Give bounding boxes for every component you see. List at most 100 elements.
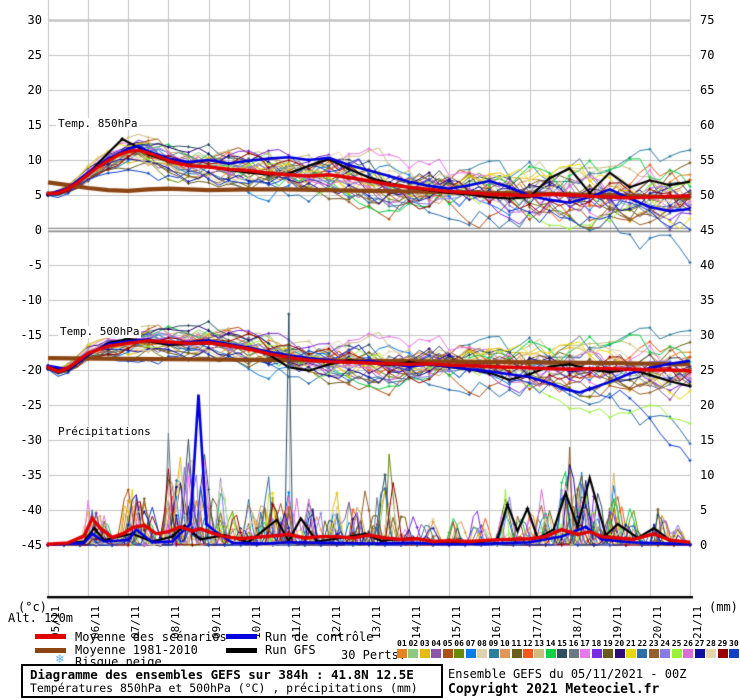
date-label-19-11: 19/11 (610, 605, 624, 639)
right-tick-20: 20 (700, 398, 715, 412)
pert-color-07 (465, 649, 476, 658)
pert-number-01: 01 (397, 639, 407, 648)
pert-number-10: 10 (500, 639, 510, 648)
pert-number-24: 24 (660, 639, 670, 648)
right-axis-unit: (mm) (709, 600, 738, 614)
pert-color-19 (603, 649, 614, 658)
right-tick-60: 60 (700, 118, 715, 132)
pert-color-22 (637, 649, 648, 658)
legend-climatology: Moyenne 1981-2010 (75, 643, 198, 657)
pert-color-21 (626, 649, 636, 658)
pert-color-09 (488, 649, 499, 658)
diagram-title: Diagramme des ensembles GEFS sur 384h : … (30, 667, 414, 682)
legend-gfs: Run GFS (265, 643, 316, 657)
left-axis-unit: (°c) (18, 600, 47, 614)
left-tick-15: 15 (27, 118, 42, 132)
right-tick-65: 65 (700, 83, 715, 97)
pert-number-15: 15 (557, 639, 567, 648)
pert-color-06 (454, 649, 465, 658)
left-tick-25: 25 (27, 48, 42, 62)
gfs-swatch (226, 648, 257, 653)
pert-number-19: 19 (603, 639, 613, 648)
pert-color-23 (648, 649, 659, 658)
pert-color-15 (557, 649, 568, 658)
pert-number-08: 08 (477, 639, 487, 648)
left-tick-30: 30 (27, 13, 42, 27)
copyright: Copyright 2021 Meteociel.fr (448, 682, 660, 697)
climatology-swatch (35, 648, 66, 653)
credits-block: Ensemble GEFS du 05/11/2021 - 00Z Copyri… (448, 667, 686, 697)
pert-color-18 (591, 649, 602, 658)
control-swatch (226, 634, 257, 639)
mean-swatch (35, 634, 66, 639)
pert-number-20: 20 (614, 639, 625, 648)
section-label-precipitations: Précipitations (56, 425, 153, 438)
legend-scenario-mean: Moyenne des scénarios (75, 630, 227, 644)
legend-perts-count: 30 Perts. (341, 648, 407, 662)
left-tick--35: -35 (20, 468, 42, 482)
date-label-16-11: 16/11 (490, 605, 504, 639)
pert-number-06: 06 (454, 639, 464, 648)
pert-color-12 (522, 649, 533, 658)
pert-number-29: 29 (717, 639, 728, 648)
left-tick--25: -25 (20, 398, 42, 412)
pert-color-16 (568, 649, 579, 658)
pert-number-26: 26 (683, 639, 693, 648)
pert-number-21: 21 (626, 639, 636, 648)
right-tick-5: 5 (700, 503, 708, 517)
snowflake-icon: ❄ (56, 652, 64, 667)
left-tick--15: -15 (20, 328, 42, 342)
right-tick-45: 45 (700, 223, 715, 237)
pert-number-25: 25 (671, 639, 682, 648)
pert-number-07: 07 (465, 639, 476, 648)
pert-number-02: 02 (408, 639, 419, 648)
right-tick-10: 10 (700, 468, 715, 482)
pert-number-12: 12 (522, 639, 533, 648)
pert-number-23: 23 (648, 639, 659, 648)
pert-color-13 (534, 649, 545, 658)
left-tick-5: 5 (34, 188, 42, 202)
left-tick--20: -20 (20, 363, 42, 377)
pert-color-04 (431, 649, 442, 658)
pert-number-09: 09 (488, 639, 499, 648)
pert-color-24 (660, 649, 671, 658)
date-label-17-11: 17/11 (530, 605, 544, 639)
pert-number-22: 22 (637, 639, 648, 648)
pert-color-02 (408, 649, 419, 658)
pert-number-05: 05 (442, 639, 453, 648)
pert-color-30 (729, 649, 740, 658)
left-tick--5: -5 (27, 258, 42, 272)
pert-number-28: 28 (706, 639, 716, 648)
diagram-info-box: Diagramme des ensembles GEFS sur 384h : … (21, 664, 443, 698)
pert-number-16: 16 (568, 639, 579, 648)
left-tick--30: -30 (20, 433, 42, 447)
right-tick-70: 70 (700, 48, 715, 62)
pert-number-03: 03 (419, 639, 430, 648)
date-label-21-11: 21/11 (691, 605, 704, 639)
pert-color-11 (511, 649, 522, 658)
right-tick-75: 75 (700, 13, 715, 27)
altitude-label: Alt. 120m (8, 611, 74, 625)
right-tick-15: 15 (700, 433, 715, 447)
pert-color-17 (580, 649, 591, 658)
pert-color-29 (717, 649, 728, 658)
left-tick-10: 10 (27, 153, 42, 167)
pert-number-30: 30 (729, 639, 739, 648)
date-label-15-11: 15/11 (450, 605, 464, 639)
pert-number-04: 04 (431, 639, 441, 648)
pert-color-03 (419, 649, 430, 658)
pert-color-26 (683, 649, 694, 658)
right-tick-30: 30 (700, 328, 715, 342)
run-info: Ensemble GEFS du 05/11/2021 - 00Z (448, 667, 687, 681)
right-tick-55: 55 (700, 153, 715, 167)
pert-color-10 (500, 649, 511, 658)
left-tick--10: -10 (20, 293, 42, 307)
legend-control: Run de contrôle (265, 630, 374, 644)
pert-color-01 (397, 649, 407, 658)
date-label-14-11: 14/11 (410, 605, 424, 639)
pert-color-28 (706, 649, 717, 658)
pert-number-11: 11 (511, 639, 522, 648)
pert-number-18: 18 (591, 639, 602, 648)
left-tick--45: -45 (20, 538, 42, 552)
pert-number-27: 27 (694, 639, 705, 648)
